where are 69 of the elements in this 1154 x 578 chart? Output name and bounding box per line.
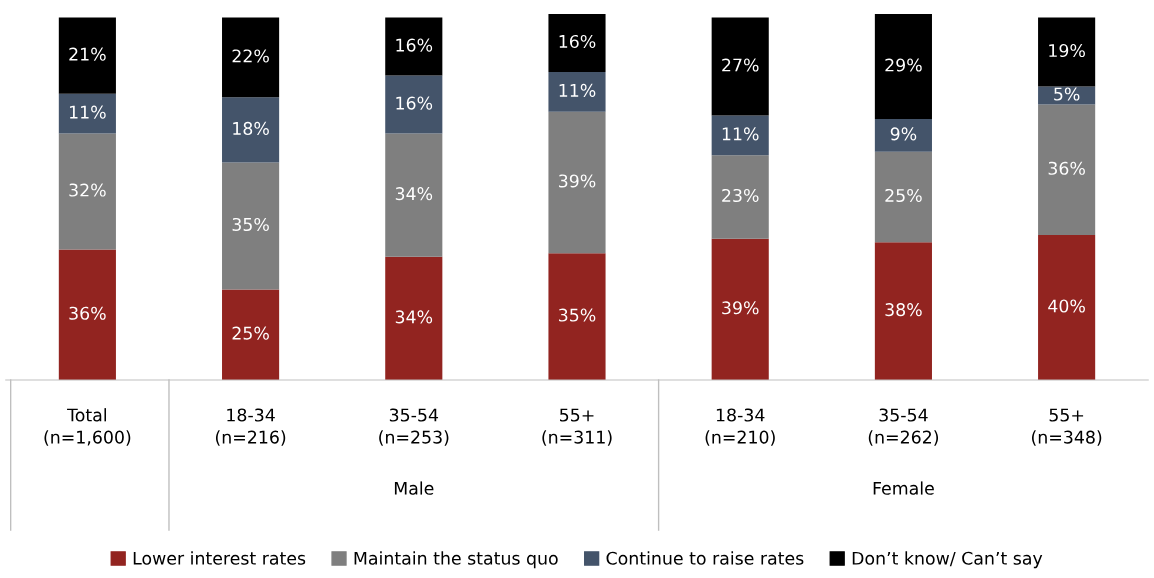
x-tick-label: 55+ (n=348) (1032, 408, 1102, 446)
data-label: 18% (233, 121, 269, 135)
bar (711, 115, 769, 156)
bar (222, 289, 280, 380)
bar (548, 111, 606, 254)
bar (548, 253, 606, 380)
data-label: 38% (885, 303, 922, 317)
bar (874, 242, 932, 380)
bar (874, 119, 932, 152)
bar (874, 151, 932, 243)
bar (385, 17, 443, 76)
text: Female (873, 481, 934, 495)
bar (711, 155, 769, 239)
data-label: 40% (1048, 299, 1085, 313)
data-label: 11% (69, 105, 106, 119)
data-label: 25% (232, 326, 269, 340)
bar (1038, 17, 1096, 87)
data-label: 36% (1048, 161, 1085, 175)
legend-label: Maintain the status quo (354, 551, 558, 569)
bar (385, 133, 443, 257)
bar (1038, 86, 1096, 105)
bar (548, 14, 606, 72)
data-label: 25% (885, 188, 922, 203)
bar (58, 17, 116, 94)
data-label: 21% (69, 47, 106, 61)
data-label: 34% (395, 310, 433, 324)
bar (711, 238, 769, 380)
data-label: 9% (890, 127, 917, 141)
x-tick-label: 55+ (n=311) (542, 408, 612, 446)
data-label: 16% (396, 96, 433, 110)
bar (1038, 104, 1096, 236)
data-label: 34% (395, 187, 433, 201)
data-label: 29% (885, 58, 922, 72)
data-label: 32% (69, 183, 106, 197)
bar (58, 249, 116, 380)
legend-label: Don’t know/ Can’t say (852, 551, 1043, 569)
legend-label: Lower interest rates (133, 551, 306, 565)
x-tick-label: 35-54 (n=253) (379, 408, 449, 446)
x-tick-label: 35-54 (n=262) (868, 408, 939, 446)
bar (711, 17, 769, 116)
data-label: 16% (396, 38, 433, 52)
data-label: 11% (722, 127, 759, 141)
data-label: 27% (722, 58, 759, 72)
bar (58, 133, 116, 250)
text: Male (394, 481, 434, 495)
data-label: 23% (722, 188, 759, 203)
x-tick-label: 18-34 (n=216) (215, 408, 286, 446)
data-label: 39% (722, 301, 759, 315)
data-label: 35% (559, 308, 596, 322)
bar (385, 75, 443, 134)
data-label: 16% (559, 34, 596, 49)
bar (385, 256, 443, 380)
x-tick-label: 18-34 (n=210) (705, 408, 775, 446)
data-label: 11% (559, 83, 596, 97)
bar (222, 17, 280, 98)
bar (548, 71, 606, 112)
bar (1038, 235, 1096, 380)
data-label: 5% (1054, 87, 1080, 101)
bar (874, 14, 932, 120)
legend-label: Continue to raise rates (606, 551, 804, 565)
bar (222, 97, 280, 163)
data-label: 22% (232, 49, 269, 63)
data-label: 39% (559, 174, 596, 188)
bar (58, 93, 116, 134)
x-tick-label: Total (n=1,600) (44, 408, 131, 446)
data-label: 36% (69, 306, 106, 320)
bar (222, 162, 280, 290)
data-label: 19% (1049, 43, 1085, 58)
data-label: 35% (232, 217, 269, 232)
